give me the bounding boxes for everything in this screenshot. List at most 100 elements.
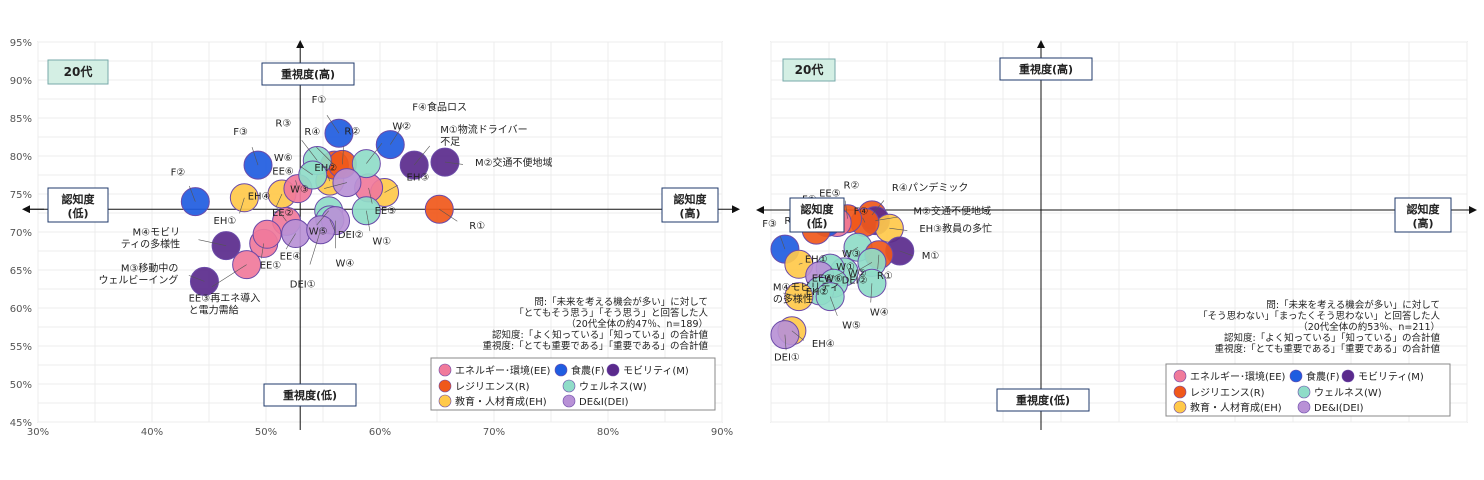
note-line: 認知度:「よく知っている」「知っている」の合計値 (492, 329, 709, 341)
leader-line (188, 275, 205, 282)
x-tick-label: 60% (369, 427, 391, 438)
legend-label: ウェルネス(W) (579, 381, 647, 393)
leader-line (439, 208, 458, 222)
quadrant-bottom: 重視度(低) (283, 388, 337, 402)
leader-line (326, 115, 340, 134)
y-tick-label: 50% (10, 380, 32, 391)
legend-label: レジリエンス(R) (455, 382, 530, 393)
y-tick-label: 65% (10, 266, 32, 277)
y-tick-label: 75% (10, 190, 32, 201)
leader-line (316, 210, 329, 226)
quadrant-right: 認知度 (674, 192, 708, 206)
chart-left: 30% 40% 50% 60% 70% 80% 90% 45% 50% 55% 60% 65% 70% 7… (10, 38, 740, 438)
bubble-label: M① (922, 251, 940, 262)
leader-line (877, 254, 880, 270)
leader-line (390, 124, 404, 145)
bubble-label: M④モビリティ (773, 282, 840, 294)
leader-line (829, 296, 838, 316)
quadrant-right-box (1394, 197, 1452, 233)
legend-swatch (1341, 369, 1355, 383)
leader-line (779, 235, 786, 250)
leader-line (875, 216, 899, 221)
legend-swatch (438, 379, 452, 393)
bubble-label: W③ (842, 249, 861, 260)
bubble-label: EE④ (280, 252, 302, 263)
quadrant-top: 重視度(高) (281, 67, 335, 81)
bubble-label: W④ (336, 259, 355, 270)
bubble (252, 219, 282, 249)
quadrant-bottom-box (996, 388, 1090, 412)
legend-right: エネルギー･環境(EE) 食農(F) モビリティ(M) レジリエンス(R) ウェルネス(… (1165, 363, 1451, 417)
leader-line (324, 182, 348, 189)
legend-swatch (562, 379, 576, 393)
leader-line (798, 262, 803, 265)
leader-line (844, 200, 848, 219)
legend-label: エネルギー･環境(EE) (1190, 370, 1286, 383)
legend-label: DE&I(DEI) (579, 397, 629, 408)
x-tick-label: 90% (711, 427, 733, 438)
leader-line (413, 145, 431, 166)
note-left: 問:「未来を考える機会が多い」に対して「とてもそう思う」「そう思う」と回答した人… (482, 296, 708, 352)
group-badge (782, 58, 836, 82)
bubble-label: DEI② (842, 275, 868, 286)
bubble-label: M④モビリ (133, 227, 181, 239)
legend-swatch (1173, 385, 1187, 399)
leader-line (784, 334, 787, 351)
bubble-label: EE① (260, 260, 282, 271)
leader-line (870, 283, 873, 303)
bubble-label: EH① (214, 216, 237, 227)
x-tick-label: 30% (27, 427, 49, 438)
leader-line (251, 147, 259, 166)
legend-label: エネルギー･環境(EE) (455, 364, 551, 377)
leader-line (783, 292, 799, 297)
bubble-label: F③ (233, 127, 248, 138)
bubble-label: W⑥ (824, 274, 843, 285)
leader-line (444, 161, 464, 165)
bubble-label: F③ (762, 219, 777, 230)
bubble-label: EE⑤ (375, 206, 397, 217)
leader-line (239, 197, 245, 214)
quadrant-labels-right: 重視度(高)重視度(低)認知度(低)認知度(高)20代 (782, 57, 1452, 412)
legend-swatch (1289, 369, 1303, 383)
bubble-label: W② (848, 268, 867, 279)
leader-line (862, 217, 866, 223)
bubble-label: W④ (870, 307, 889, 318)
bubble-label: M①物流ドライバー (440, 123, 527, 136)
bubble-label: F④食品ロス (412, 101, 467, 114)
leader-line (300, 166, 313, 176)
legend-label: 教育・人材育成(EH) (455, 395, 547, 408)
leader-line (889, 227, 908, 231)
x-tick-label: 50% (255, 427, 277, 438)
note-line: 重視度:「とても重要である」「重要である」の合計値 (482, 340, 708, 352)
y-tick-label: 70% (10, 228, 32, 239)
bubble-label: F④ (854, 207, 869, 218)
leader-line (301, 139, 318, 161)
bubble-label: F② (171, 168, 186, 179)
leader-line (285, 233, 296, 250)
leader-line (316, 146, 335, 166)
quadrant-bottom: 重視度(低) (1016, 393, 1070, 407)
quadrant-left-box (789, 197, 845, 233)
quadrant-right: (高) (679, 206, 700, 220)
leader-line (366, 143, 383, 164)
x-tick-label: 80% (597, 427, 619, 438)
quadrant-left: 認知度 (62, 192, 96, 206)
quadrant-labels-left: 重視度(高)重視度(低)認知度(低)認知度(高)20代 (47, 59, 719, 407)
bubble-label: R④パンデミック (892, 181, 968, 194)
leader-line (295, 180, 299, 189)
leader-line (189, 185, 196, 202)
leader-line (384, 185, 398, 193)
group-label: 20代 (795, 62, 824, 77)
leader-line (329, 219, 335, 231)
bubble-label: EH③教員の多忙 (919, 222, 992, 235)
y-tick-label: 85% (10, 114, 32, 125)
quadrant-left: (低) (806, 216, 827, 230)
note-line: 重視度:「とても重要である」「重要である」の合計値 (1214, 343, 1440, 355)
bubble-label: ティの多様性 (121, 238, 180, 251)
leader-line (198, 239, 227, 246)
bubble-label: DEI① (290, 280, 316, 291)
leader-line (309, 229, 322, 265)
bubble-label: EE③再エネ導入 (189, 292, 261, 305)
bubble-label: W② (392, 122, 411, 133)
